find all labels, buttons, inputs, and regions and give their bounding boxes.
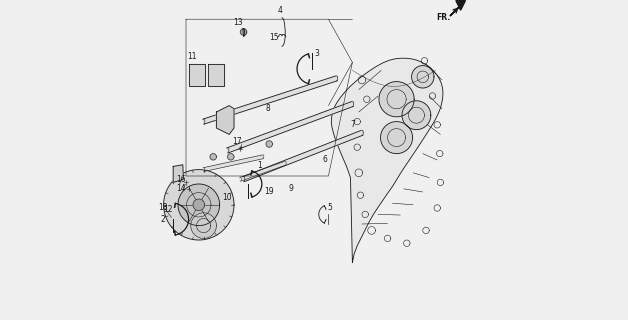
Polygon shape xyxy=(337,76,338,81)
Polygon shape xyxy=(244,177,245,182)
Polygon shape xyxy=(188,64,205,86)
Polygon shape xyxy=(227,154,234,160)
Polygon shape xyxy=(227,102,354,153)
Polygon shape xyxy=(203,155,263,172)
Text: FR.: FR. xyxy=(436,13,451,22)
Polygon shape xyxy=(402,101,431,130)
Polygon shape xyxy=(411,66,434,88)
Text: 8: 8 xyxy=(265,104,270,113)
Polygon shape xyxy=(208,64,224,86)
Polygon shape xyxy=(242,131,363,181)
Text: 14: 14 xyxy=(176,184,185,193)
Text: 9: 9 xyxy=(288,184,293,193)
Polygon shape xyxy=(173,165,183,182)
Polygon shape xyxy=(203,76,337,124)
Polygon shape xyxy=(240,161,286,181)
Text: 12: 12 xyxy=(164,205,173,214)
Polygon shape xyxy=(381,122,413,154)
Text: 7: 7 xyxy=(350,120,355,129)
Polygon shape xyxy=(285,161,286,165)
Polygon shape xyxy=(266,141,273,147)
Polygon shape xyxy=(352,101,354,107)
Polygon shape xyxy=(227,148,229,153)
Polygon shape xyxy=(332,58,443,262)
Text: 6: 6 xyxy=(322,155,327,164)
Polygon shape xyxy=(456,1,465,10)
Text: 15: 15 xyxy=(269,33,279,42)
Text: 17: 17 xyxy=(232,137,241,146)
Polygon shape xyxy=(362,130,363,135)
Polygon shape xyxy=(241,29,247,35)
Polygon shape xyxy=(450,4,462,16)
Text: 4: 4 xyxy=(278,6,282,15)
Polygon shape xyxy=(164,170,234,240)
Text: 1: 1 xyxy=(257,161,262,170)
Polygon shape xyxy=(379,82,414,117)
Polygon shape xyxy=(193,199,205,211)
Polygon shape xyxy=(203,168,205,172)
Text: 18: 18 xyxy=(158,203,168,212)
Polygon shape xyxy=(191,213,217,238)
Text: 13: 13 xyxy=(233,18,242,27)
Text: 3: 3 xyxy=(315,49,320,58)
Text: 11: 11 xyxy=(187,52,197,61)
Polygon shape xyxy=(217,106,234,134)
Polygon shape xyxy=(203,119,205,124)
Polygon shape xyxy=(178,184,220,226)
Text: 10: 10 xyxy=(222,193,232,202)
Polygon shape xyxy=(263,155,264,159)
Text: 5: 5 xyxy=(327,203,332,212)
Text: 16: 16 xyxy=(176,175,185,184)
Text: 19: 19 xyxy=(264,187,273,196)
Text: 2: 2 xyxy=(160,215,165,224)
Polygon shape xyxy=(210,154,217,160)
